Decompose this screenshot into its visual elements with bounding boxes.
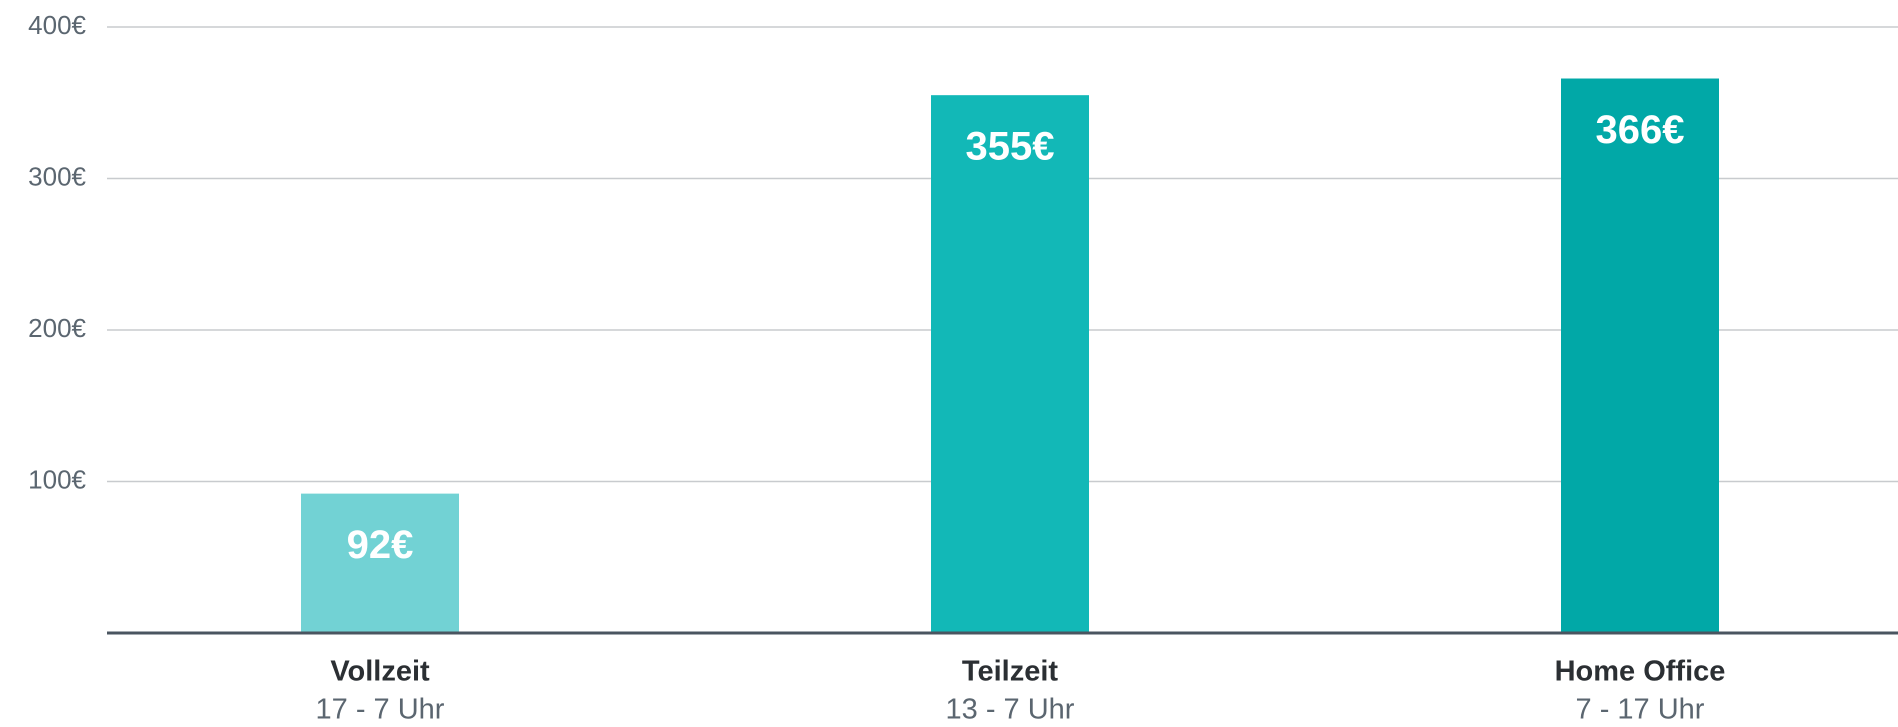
x-tick-label: Home Office bbox=[1555, 656, 1726, 688]
bar bbox=[931, 95, 1089, 634]
x-tick-sublabel: 13 - 7 Uhr bbox=[946, 694, 1075, 726]
y-tick-label: 100€ bbox=[28, 464, 86, 494]
y-tick-label: 400€ bbox=[28, 10, 86, 40]
value-label: 366€ bbox=[1596, 108, 1685, 152]
bar bbox=[1561, 78, 1719, 633]
value-label: 92€ bbox=[347, 523, 414, 567]
x-tick-sublabel: 7 - 17 Uhr bbox=[1576, 694, 1705, 726]
y-tick-label: 300€ bbox=[28, 161, 86, 191]
x-tick-label: Vollzeit bbox=[330, 656, 430, 688]
value-label: 355€ bbox=[966, 125, 1055, 169]
x-tick-label: Teilzeit bbox=[962, 656, 1058, 688]
y-tick-label: 200€ bbox=[28, 313, 86, 343]
x-tick-sublabel: 17 - 7 Uhr bbox=[316, 694, 445, 726]
bar bbox=[301, 493, 459, 633]
